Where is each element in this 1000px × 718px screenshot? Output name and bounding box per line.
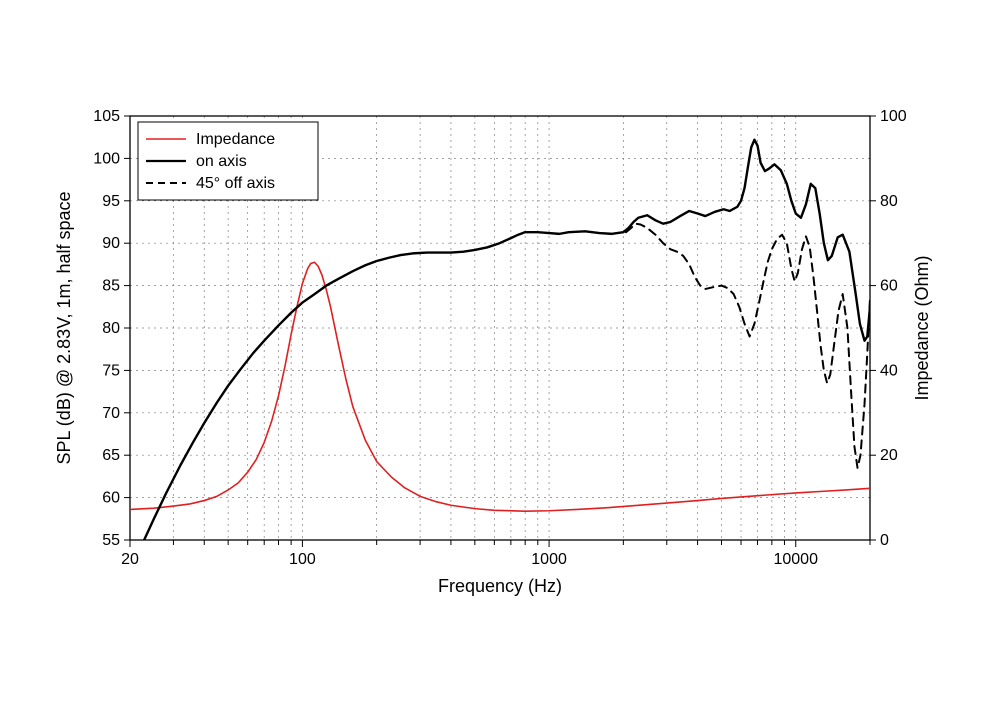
y1-tick-label: 65	[102, 447, 120, 464]
y1-tick-label: 80	[102, 320, 120, 337]
y2-axis-label: Impedance (Ohm)	[912, 255, 932, 400]
spl-impedance-chart: 20 100 1000 10000 55 60 65 70 75 80 85 90 95 100 105 0 2…	[0, 0, 1000, 718]
y1-tick-label: 60	[102, 490, 120, 507]
y1-tick-label: 75	[102, 362, 120, 379]
x-axis-label: Frequency (Hz)	[438, 576, 562, 596]
y2-tick-label: 80	[880, 193, 898, 210]
y1-tick-label: 70	[102, 405, 120, 422]
legend-label: 45° off axis	[196, 175, 275, 192]
legend-label: on axis	[196, 153, 247, 170]
y2-tick-label: 40	[880, 362, 898, 379]
x-tick-label: 20	[121, 551, 139, 568]
x-tick-label: 10000	[773, 551, 818, 568]
y1-tick-label: 100	[93, 150, 120, 167]
y1-tick-label: 105	[93, 108, 120, 125]
chart-container: 20 100 1000 10000 55 60 65 70 75 80 85 90 95 100 105 0 2…	[0, 0, 1000, 718]
y2-tick-label: 20	[880, 447, 898, 464]
y2-tick-label: 60	[880, 278, 898, 295]
x-tick-label: 100	[289, 551, 316, 568]
y2-tick-label: 0	[880, 532, 889, 549]
legend-label: Impedance	[196, 131, 275, 148]
y1-axis-label: SPL (dB) @ 2.83V, 1m, half space	[54, 191, 74, 464]
y1-tick-label: 85	[102, 278, 120, 295]
y1-tick-label: 55	[102, 532, 120, 549]
x-tick-label: 1000	[531, 551, 567, 568]
y2-tick-label: 100	[880, 108, 907, 125]
y1-tick-label: 90	[102, 235, 120, 252]
y1-tick-label: 95	[102, 193, 120, 210]
